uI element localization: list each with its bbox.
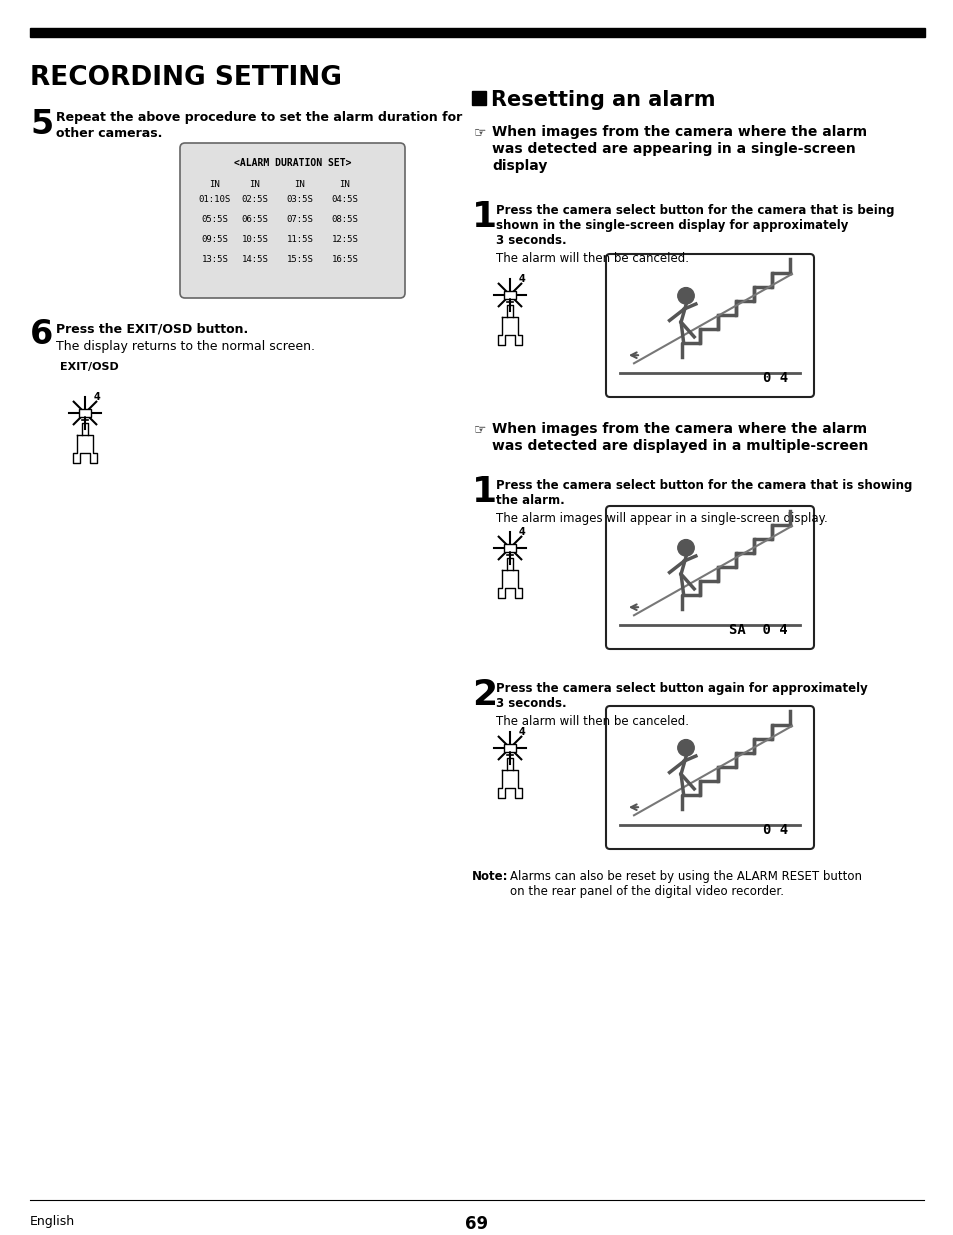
Text: 01:10S: 01:10S: [198, 195, 231, 204]
Text: The alarm will then be canceled.: The alarm will then be canceled.: [496, 715, 688, 727]
Text: Resetting an alarm: Resetting an alarm: [491, 90, 715, 110]
Text: 14:5S: 14:5S: [241, 254, 268, 264]
Text: Press the camera select button again for approximately: Press the camera select button again for…: [496, 682, 867, 695]
Text: IN: IN: [210, 180, 220, 189]
Text: 03:5S: 03:5S: [286, 195, 314, 204]
Text: 04:5S: 04:5S: [332, 195, 358, 204]
Text: RECORDING SETTING: RECORDING SETTING: [30, 65, 341, 91]
Text: 0 4: 0 4: [762, 370, 787, 385]
Bar: [472, 91, 485, 105]
Text: display: display: [492, 159, 547, 173]
Text: IN: IN: [294, 180, 305, 189]
Bar: [79, 409, 91, 416]
Text: 1: 1: [472, 200, 497, 233]
Text: the alarm.: the alarm.: [496, 494, 564, 508]
Circle shape: [677, 540, 694, 556]
FancyBboxPatch shape: [605, 506, 813, 650]
Circle shape: [677, 740, 694, 756]
Text: 3 seconds.: 3 seconds.: [496, 233, 566, 247]
Text: shown in the single-screen display for approximately: shown in the single-screen display for a…: [496, 219, 847, 232]
Text: Repeat the above procedure to set the alarm duration for: Repeat the above procedure to set the al…: [56, 111, 462, 124]
Text: 4: 4: [518, 727, 525, 737]
Text: ☞: ☞: [474, 422, 486, 436]
Text: other cameras.: other cameras.: [56, 127, 162, 140]
Text: on the rear panel of the digital video recorder.: on the rear panel of the digital video r…: [510, 885, 783, 898]
Text: When images from the camera where the alarm: When images from the camera where the al…: [492, 422, 866, 436]
Bar: [503, 543, 516, 552]
Text: 13:5S: 13:5S: [201, 254, 228, 264]
Text: 07:5S: 07:5S: [286, 215, 314, 224]
Text: 0 4: 0 4: [762, 823, 787, 837]
Text: 5: 5: [30, 107, 53, 141]
Text: 69: 69: [465, 1215, 488, 1233]
Text: 4: 4: [93, 391, 100, 403]
Text: IN: IN: [250, 180, 260, 189]
Text: 4: 4: [518, 274, 525, 284]
Circle shape: [677, 288, 694, 304]
Text: The alarm will then be canceled.: The alarm will then be canceled.: [496, 252, 688, 266]
Text: 4: 4: [518, 527, 525, 537]
Text: EXIT/OSD: EXIT/OSD: [60, 362, 118, 372]
Text: 11:5S: 11:5S: [286, 235, 314, 245]
Text: Press the camera select button for the camera that is being: Press the camera select button for the c…: [496, 204, 894, 217]
Text: Note:: Note:: [472, 869, 508, 883]
Text: 10:5S: 10:5S: [241, 235, 268, 245]
Bar: [503, 743, 516, 752]
Text: Press the EXIT/OSD button.: Press the EXIT/OSD button.: [56, 324, 248, 336]
Text: 02:5S: 02:5S: [241, 195, 268, 204]
FancyBboxPatch shape: [605, 254, 813, 396]
Text: When images from the camera where the alarm: When images from the camera where the al…: [492, 125, 866, 140]
Text: The display returns to the normal screen.: The display returns to the normal screen…: [56, 340, 314, 353]
Text: Alarms can also be reset by using the ALARM RESET button: Alarms can also be reset by using the AL…: [510, 869, 862, 883]
Text: 06:5S: 06:5S: [241, 215, 268, 224]
Bar: [30, 28, 924, 37]
Text: 2: 2: [472, 678, 497, 713]
Text: ☞: ☞: [474, 125, 486, 140]
Text: 09:5S: 09:5S: [201, 235, 228, 245]
FancyBboxPatch shape: [605, 706, 813, 848]
Text: English: English: [30, 1215, 75, 1228]
Text: 15:5S: 15:5S: [286, 254, 314, 264]
Text: was detected are appearing in a single-screen: was detected are appearing in a single-s…: [492, 142, 855, 156]
Text: 3 seconds.: 3 seconds.: [496, 697, 566, 710]
Text: 08:5S: 08:5S: [332, 215, 358, 224]
Bar: [503, 291, 516, 299]
Text: The alarm images will appear in a single-screen display.: The alarm images will appear in a single…: [496, 513, 827, 525]
Text: Press the camera select button for the camera that is showing: Press the camera select button for the c…: [496, 479, 911, 492]
Text: 1: 1: [472, 475, 497, 509]
Text: was detected are displayed in a multiple-screen: was detected are displayed in a multiple…: [492, 438, 867, 453]
Text: 6: 6: [30, 317, 53, 351]
Text: SA  0 4: SA 0 4: [729, 622, 787, 637]
Text: IN: IN: [339, 180, 350, 189]
Text: 16:5S: 16:5S: [332, 254, 358, 264]
Text: <ALARM DURATION SET>: <ALARM DURATION SET>: [233, 158, 351, 168]
Text: 05:5S: 05:5S: [201, 215, 228, 224]
Text: 12:5S: 12:5S: [332, 235, 358, 245]
FancyBboxPatch shape: [180, 143, 405, 298]
